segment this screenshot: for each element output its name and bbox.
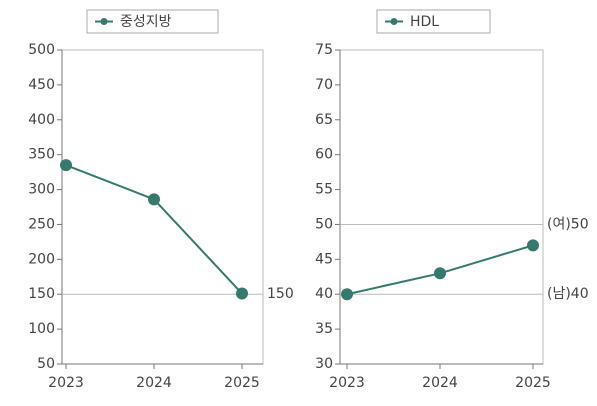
y-tick-label: 150 <box>28 286 55 302</box>
legend-marker <box>390 18 398 25</box>
y-tick-label: 500 <box>28 42 55 58</box>
x-tick-label: 2023 <box>48 375 84 391</box>
data-point <box>434 267 446 280</box>
legend-label: HDL <box>410 14 439 30</box>
legend-label: 중성지방 <box>120 14 172 30</box>
y-tick-label: 400 <box>28 112 55 128</box>
y-tick-label: 50 <box>315 216 333 232</box>
reference-label: (여)50 <box>547 216 589 232</box>
data-point <box>60 159 72 172</box>
y-tick-label: 350 <box>28 147 55 163</box>
legend-box <box>376 9 491 34</box>
y-tick-label: 70 <box>315 77 333 93</box>
x-tick-label: 2025 <box>515 375 551 391</box>
data-point <box>236 287 248 300</box>
reference-label: 150 <box>267 286 294 302</box>
series-line <box>65 164 243 295</box>
y-tick-label: 40 <box>315 286 333 302</box>
y-tick-label: 55 <box>315 182 333 198</box>
y-tick-label: 100 <box>28 321 55 337</box>
plot-frame <box>339 49 544 365</box>
legend-marker <box>100 18 108 25</box>
y-tick-label: 75 <box>315 42 333 58</box>
y-tick-label: 200 <box>28 251 55 267</box>
y-tick-label: 450 <box>28 77 55 93</box>
x-tick-label: 2023 <box>329 375 365 391</box>
data-point <box>341 288 353 301</box>
y-tick-label: 300 <box>28 182 55 198</box>
y-tick-label: 30 <box>315 356 333 372</box>
y-tick-label: 35 <box>315 321 333 337</box>
y-tick-label: 65 <box>315 112 333 128</box>
legend-box <box>86 9 219 34</box>
data-point <box>148 193 160 206</box>
y-tick-label: 50 <box>37 356 55 372</box>
y-tick-label: 60 <box>315 147 333 163</box>
y-tick-label: 250 <box>28 216 55 232</box>
x-tick-label: 2025 <box>224 375 260 391</box>
reference-label: (남)40 <box>547 286 589 302</box>
x-tick-label: 2024 <box>422 375 458 391</box>
x-tick-label: 2024 <box>136 375 172 391</box>
y-tick-label: 45 <box>315 251 333 267</box>
data-point <box>527 239 539 252</box>
